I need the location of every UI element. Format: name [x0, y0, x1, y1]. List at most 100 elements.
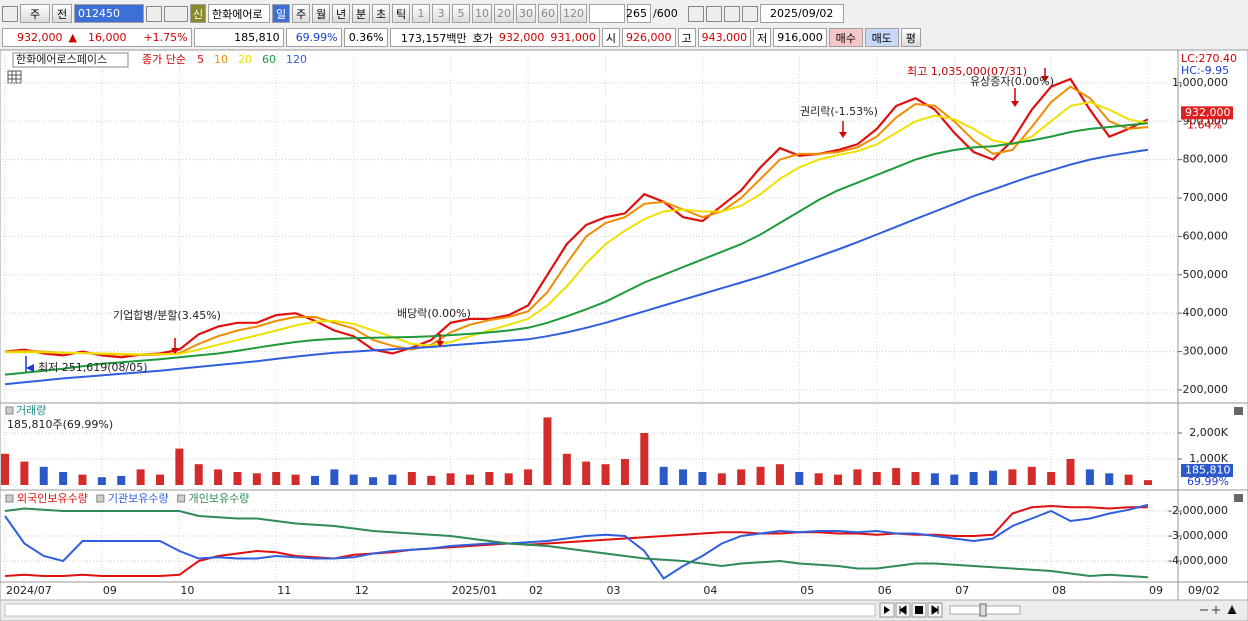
y-tick-label: -4,000,000 — [1168, 554, 1228, 567]
volume-bar — [117, 475, 126, 485]
period-button[interactable]: 분 — [352, 4, 370, 23]
volume: 185,810 — [193, 28, 284, 47]
y-tick-label: 2,000K — [1189, 426, 1228, 439]
series-line — [4, 507, 1149, 579]
annotation: 권리락(-1.53%) — [800, 105, 878, 118]
ask-label: 호가 — [469, 28, 496, 47]
x-tick-label: 05 — [800, 584, 814, 597]
settings-icon[interactable] — [741, 5, 758, 22]
x-tick-label: 2024/07 — [6, 584, 52, 597]
amount: 173,157백만 — [389, 28, 470, 47]
volume-bar — [834, 474, 843, 485]
volume-bar — [39, 466, 48, 485]
volume-bar — [582, 461, 591, 485]
period-button[interactable]: 월 — [312, 4, 330, 23]
volume-bar — [504, 473, 513, 485]
interval-button[interactable]: 10 — [472, 4, 492, 23]
series-line — [4, 148, 1149, 386]
count-max: /600 — [653, 7, 678, 20]
bid: 931,000 — [547, 28, 600, 47]
volume-bar — [272, 472, 281, 485]
zoom-thumb[interactable] — [979, 603, 987, 617]
x-tick-label: 09 — [1149, 584, 1163, 597]
interval-button[interactable]: 3 — [432, 4, 450, 23]
table-icon-lines — [8, 71, 21, 83]
y-tick-label: 500,000 — [1183, 268, 1229, 281]
tool-icon[interactable] — [705, 5, 722, 22]
ask: 932,000 — [495, 28, 548, 47]
date-input[interactable]: 2025/09/02 — [759, 4, 844, 23]
current-price-box — [1181, 106, 1233, 120]
period-button[interactable]: 틱 — [392, 4, 410, 23]
volume-bar — [485, 472, 494, 485]
zoom-icons[interactable] — [1200, 604, 1237, 615]
volume-bar — [310, 475, 319, 485]
annotation: 배당락(0.00%) — [397, 307, 471, 320]
series-line — [4, 122, 1149, 376]
interval-button[interactable]: 120 — [560, 4, 587, 23]
menu-icon[interactable] — [2, 5, 18, 22]
annotation: 최저 251,619(08/05) — [38, 361, 148, 374]
price: 932,000 — [2, 28, 66, 47]
period-button[interactable]: 일 — [272, 4, 290, 23]
y-tick-label: 200,000 — [1183, 383, 1229, 396]
sound-icon[interactable] — [164, 5, 188, 22]
volume-bar — [59, 472, 68, 485]
search-icon[interactable] — [146, 5, 162, 22]
play-icon — [884, 606, 890, 614]
volume-bar — [175, 448, 184, 485]
market-select[interactable]: 주 — [20, 4, 50, 23]
volume-bar — [737, 469, 746, 485]
volume-bar — [562, 453, 571, 485]
current-volume-box — [1181, 464, 1233, 477]
table-icon[interactable] — [7, 70, 22, 84]
avg-button[interactable]: 평 — [900, 28, 921, 47]
interval-button[interactable]: 30 — [516, 4, 536, 23]
interval-button[interactable]: 20 — [494, 4, 514, 23]
save-icon[interactable] — [723, 5, 740, 22]
period-button[interactable]: 년 — [332, 4, 350, 23]
x-tick-label: 09 — [103, 584, 117, 597]
volume-bar — [136, 469, 145, 485]
volume-bar — [97, 477, 106, 485]
legend-entry: 기관보유수량 — [108, 492, 169, 505]
volume-bar — [969, 472, 978, 485]
legend-entry: 개인보유수량 — [189, 492, 250, 505]
x-tick-label: 08 — [1052, 584, 1066, 597]
interval-button[interactable]: 1 — [412, 4, 430, 23]
panel-close[interactable] — [1234, 494, 1243, 502]
volume-bar — [698, 472, 707, 485]
volume-bar — [911, 472, 920, 485]
code-input[interactable]: 012450 — [74, 4, 144, 23]
tool-icon[interactable] — [687, 5, 704, 22]
volume-bar — [252, 473, 261, 485]
buy-button[interactable]: 매수 — [828, 28, 863, 47]
volume-bar — [814, 473, 823, 485]
stock-name[interactable]: 한화에어로 — [208, 4, 270, 23]
period-button[interactable]: 주 — [292, 4, 310, 23]
interval-button[interactable]: 60 — [538, 4, 558, 23]
scroll-track[interactable] — [4, 603, 876, 617]
volume-bar — [388, 474, 397, 485]
low: 916,000 — [773, 28, 827, 47]
blank-select[interactable] — [589, 4, 625, 23]
change: 16,000 — [79, 28, 130, 47]
legend-entry: 외국인보유수량 — [17, 492, 88, 505]
count-input[interactable]: 265 — [626, 4, 651, 23]
y-tick-label: 1,000K — [1189, 452, 1228, 465]
legend-entry: 60 — [262, 53, 276, 66]
open-label: 시 — [601, 28, 621, 47]
x-current-label: 09/02 — [1188, 584, 1220, 597]
scope-select[interactable]: 전 — [52, 4, 72, 23]
sell-button[interactable]: 매도 — [864, 28, 899, 47]
volume-bar — [872, 472, 881, 485]
period-button[interactable]: 초 — [372, 4, 390, 23]
interval-button[interactable]: 5 — [452, 4, 470, 23]
volume-bar — [679, 469, 688, 485]
legend-swatch — [177, 494, 186, 503]
panel-close[interactable] — [1234, 407, 1243, 415]
volume-bar — [1008, 469, 1017, 485]
volume-bar — [1047, 472, 1056, 485]
quote-bar: 932,000 ▲ 16,000 +1.75% 185,810 69.99% 0.36% 17… — [2, 27, 921, 48]
